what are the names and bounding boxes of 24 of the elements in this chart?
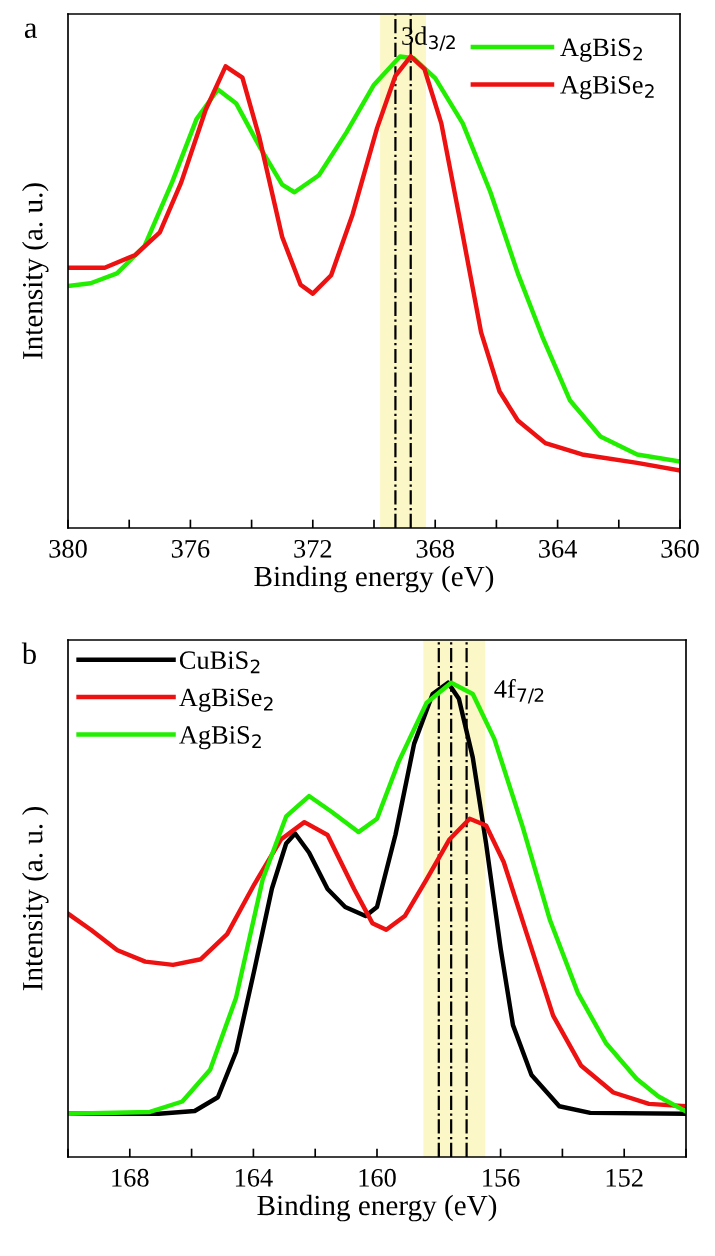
text: b <box>21 642 36 665</box>
x-tick-label: 380 <box>49 539 87 558</box>
x-tick-label: 372 <box>294 539 332 558</box>
annotation: 3d$_{3/2}$ <box>402 26 455 51</box>
annotation: 4f$_{7/2}$ <box>494 678 544 704</box>
legend-label: AgBiS$_{2}$ <box>179 726 261 750</box>
x-tick-label: 168 <box>112 1168 149 1187</box>
y-axis-title: Intensity (a. u.) <box>22 183 49 360</box>
x-tick-label: 368 <box>416 539 454 558</box>
legend-label: CuBiS$_{2}$ <box>179 651 260 674</box>
legend-label: AgBiSe$_{2}$ <box>560 76 654 100</box>
x-tick-label: 164 <box>235 1168 273 1187</box>
legend-label: AgBiS$_{2}$ <box>560 38 642 62</box>
x-tick-label: 156 <box>483 1168 520 1187</box>
x-axis-title: Binding energy (eV) <box>257 1194 497 1222</box>
y-axis-title: Intensity (a. u. ) <box>22 807 49 991</box>
x-tick-label: 152 <box>606 1168 643 1187</box>
x-axis-title: Binding energy (eV) <box>254 565 494 593</box>
text: a <box>24 23 37 39</box>
x-tick-label: 376 <box>171 539 210 558</box>
x-tick-label: 360 <box>661 539 699 558</box>
x-tick-label: 364 <box>539 539 577 558</box>
legend-label: AgBiSe$_{2}$ <box>179 688 273 712</box>
x-tick-label: 160 <box>359 1168 396 1187</box>
